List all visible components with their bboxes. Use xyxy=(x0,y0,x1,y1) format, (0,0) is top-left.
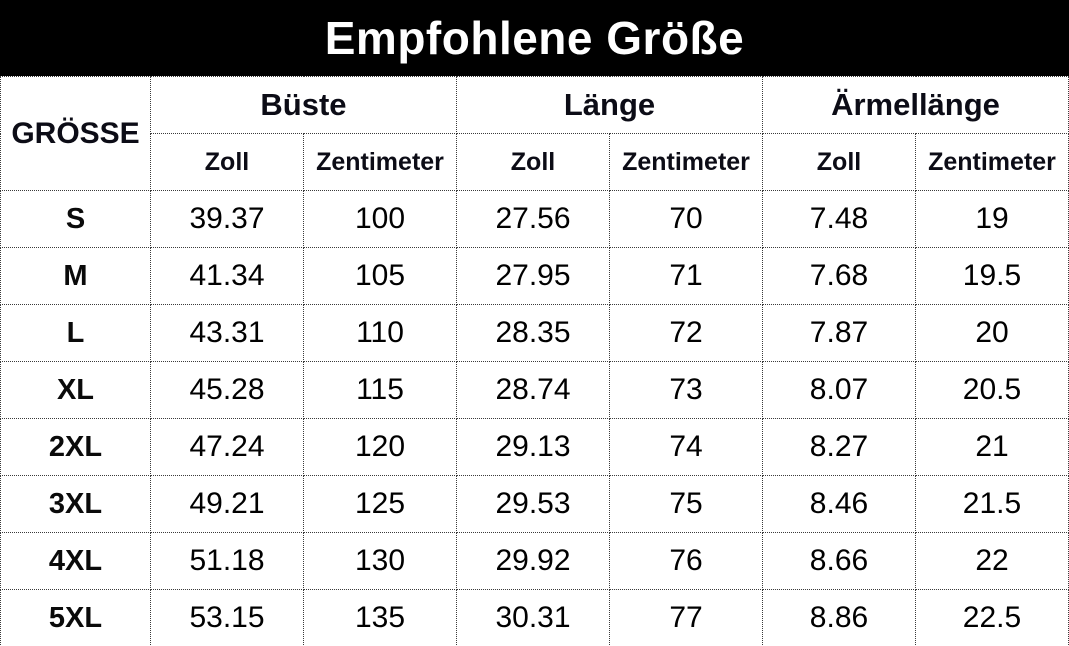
size-cell: 3XL xyxy=(0,475,151,533)
unit-header-bueste-zentimeter: Zentimeter xyxy=(303,133,457,191)
value-cell: 45.28 xyxy=(150,361,304,419)
value-cell: 28.74 xyxy=(456,361,610,419)
value-cell: 105 xyxy=(303,247,457,305)
table-row-3xl: 3XL 49.21 125 29.53 75 8.46 21.5 xyxy=(0,475,1069,533)
value-cell: 75 xyxy=(609,475,763,533)
value-cell: 73 xyxy=(609,361,763,419)
value-cell: 51.18 xyxy=(150,532,304,590)
value-cell: 29.13 xyxy=(456,418,610,476)
value-cell: 21 xyxy=(915,418,1069,476)
unit-header-aermellaenge-zoll: Zoll xyxy=(762,133,916,191)
table-row-xl: XL 45.28 115 28.74 73 8.07 20.5 xyxy=(0,361,1069,419)
value-cell: 130 xyxy=(303,532,457,590)
table-row-5xl: 5XL 53.15 135 30.31 77 8.86 22.5 xyxy=(0,589,1069,646)
size-chart-title-banner: Empfohlene Größe xyxy=(0,0,1069,76)
value-cell: 7.87 xyxy=(762,304,916,362)
value-cell: 19 xyxy=(915,190,1069,248)
table-row-m: M 41.34 105 27.95 71 7.68 19.5 xyxy=(0,247,1069,305)
value-cell: 7.48 xyxy=(762,190,916,248)
size-chart-table: GRÖSSE Büste Länge Ärmellänge Zoll Zenti… xyxy=(0,76,1069,646)
table-row-2xl: 2XL 47.24 120 29.13 74 8.27 21 xyxy=(0,418,1069,476)
column-group-laenge: Länge xyxy=(456,76,763,134)
value-cell: 76 xyxy=(609,532,763,590)
unit-header-row: Zoll Zentimeter Zoll Zentimeter Zoll Zen… xyxy=(1,133,1069,191)
size-cell: L xyxy=(0,304,151,362)
value-cell: 27.56 xyxy=(456,190,610,248)
unit-header-bueste-zoll: Zoll xyxy=(150,133,304,191)
value-cell: 71 xyxy=(609,247,763,305)
value-cell: 8.07 xyxy=(762,361,916,419)
value-cell: 8.86 xyxy=(762,589,916,646)
table-row-s: S 39.37 100 27.56 70 7.48 19 xyxy=(0,190,1069,248)
value-cell: 27.95 xyxy=(456,247,610,305)
unit-header-aermellaenge-zentimeter: Zentimeter xyxy=(915,133,1069,191)
value-cell: 8.27 xyxy=(762,418,916,476)
value-cell: 72 xyxy=(609,304,763,362)
size-cell: 4XL xyxy=(0,532,151,590)
value-cell: 120 xyxy=(303,418,457,476)
page-title: Empfohlene Größe xyxy=(324,12,745,64)
size-cell: XL xyxy=(0,361,151,419)
value-cell: 21.5 xyxy=(915,475,1069,533)
value-cell: 125 xyxy=(303,475,457,533)
value-cell: 49.21 xyxy=(150,475,304,533)
table-row-4xl: 4XL 51.18 130 29.92 76 8.66 22 xyxy=(0,532,1069,590)
value-cell: 29.53 xyxy=(456,475,610,533)
size-cell: S xyxy=(0,190,151,248)
value-cell: 29.92 xyxy=(456,532,610,590)
value-cell: 53.15 xyxy=(150,589,304,646)
column-group-aermellaenge: Ärmellänge xyxy=(762,76,1069,134)
value-cell: 77 xyxy=(609,589,763,646)
value-cell: 135 xyxy=(303,589,457,646)
value-cell: 8.46 xyxy=(762,475,916,533)
value-cell: 115 xyxy=(303,361,457,419)
size-cell: 2XL xyxy=(0,418,151,476)
value-cell: 20.5 xyxy=(915,361,1069,419)
value-cell: 22.5 xyxy=(915,589,1069,646)
value-cell: 100 xyxy=(303,190,457,248)
value-cell: 39.37 xyxy=(150,190,304,248)
value-cell: 30.31 xyxy=(456,589,610,646)
value-cell: 20 xyxy=(915,304,1069,362)
value-cell: 19.5 xyxy=(915,247,1069,305)
value-cell: 70 xyxy=(609,190,763,248)
table-row-l: L 43.31 110 28.35 72 7.87 20 xyxy=(0,304,1069,362)
size-cell: M xyxy=(0,247,151,305)
size-cell: 5XL xyxy=(0,589,151,646)
value-cell: 7.68 xyxy=(762,247,916,305)
value-cell: 43.31 xyxy=(150,304,304,362)
value-cell: 22 xyxy=(915,532,1069,590)
value-cell: 47.24 xyxy=(150,418,304,476)
unit-header-laenge-zentimeter: Zentimeter xyxy=(609,133,763,191)
group-header-row: GRÖSSE Büste Länge Ärmellänge xyxy=(0,76,1069,191)
column-group-bueste: Büste xyxy=(150,76,457,134)
column-header-groesse: GRÖSSE xyxy=(0,76,151,191)
value-cell: 8.66 xyxy=(762,532,916,590)
value-cell: 28.35 xyxy=(456,304,610,362)
value-cell: 41.34 xyxy=(150,247,304,305)
value-cell: 74 xyxy=(609,418,763,476)
value-cell: 110 xyxy=(303,304,457,362)
unit-header-laenge-zoll: Zoll xyxy=(456,133,610,191)
